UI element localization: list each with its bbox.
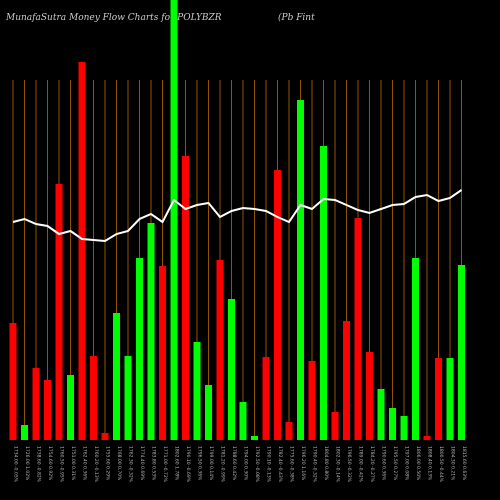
x-tick-label: 1754.60 0.92% [47, 446, 53, 481]
bar [136, 258, 143, 440]
x-tick-label: 1775.60 -0.38% [289, 446, 295, 483]
bar [458, 265, 465, 440]
bar [446, 358, 454, 440]
bar [32, 368, 40, 440]
x-tick-label: 1762.40 0.36% [82, 446, 88, 481]
x-tick-label: 1802.30 -0.14% [335, 446, 341, 483]
bar [285, 422, 293, 440]
x-tick-label: 1762.30 -0.32% [128, 446, 134, 483]
bar [216, 260, 224, 440]
bar [78, 62, 86, 440]
bar [297, 100, 304, 440]
x-tick-label: 1771.00 -0.72% [162, 446, 168, 483]
bar [113, 313, 120, 440]
bar [331, 412, 339, 440]
bar [389, 408, 396, 440]
x-tick-label: 1726.00 1.02% [24, 446, 30, 481]
x-tick-label: 1796.50 0.36% [197, 446, 203, 481]
chart-subtitle: (Pb Fint [278, 12, 315, 23]
bar [320, 146, 327, 440]
x-tick-label: 1804.80 0.80% [323, 446, 329, 481]
x-tick-label: 1808.40 0.13% [427, 446, 433, 481]
x-tick-label: 1738.60 -0.82% [36, 446, 42, 483]
money-flow-line [12, 189, 463, 243]
x-tick-label: 1815.60 0.63% [461, 446, 467, 481]
x-tick-label: 1768.00 0.70% [116, 446, 122, 481]
x-tick-label: 1790.60 0.36% [381, 446, 387, 481]
x-tick-label: 1792.50 -0.08% [254, 446, 260, 483]
x-tick-label: 1734.00 -0.05% [13, 446, 19, 483]
bar [239, 402, 247, 440]
x-tick-label: 1782.40 -0.43% [277, 446, 283, 483]
bar [423, 436, 431, 440]
x-tick-label: 1790.10 -0.13% [266, 446, 272, 483]
x-tick-label: 1794.00 0.30% [243, 446, 249, 481]
x-tick-label: 1781.20 -0.99% [220, 446, 226, 483]
bar [274, 170, 281, 440]
x-tick-label: 1760.50 -0.95% [59, 446, 65, 483]
bar [101, 433, 109, 440]
bar [228, 299, 235, 440]
x-tick-label: 1789.00 -0.42% [358, 446, 364, 483]
bar [400, 416, 408, 440]
bar [366, 352, 373, 440]
bar [412, 258, 419, 440]
x-tick-label: 1783.80 0.53% [151, 446, 157, 481]
bar [147, 223, 155, 440]
bar [262, 357, 270, 440]
x-tick-label: 1760.20 -0.13% [93, 446, 99, 483]
x-tick-label: 1755.60 0.29% [105, 446, 111, 481]
bar [377, 389, 385, 440]
bar [251, 436, 258, 440]
bar [55, 184, 63, 440]
x-tick-label: 1800.50 -0.44% [438, 446, 444, 483]
x-tick-label: 1795.50 0.27% [392, 446, 398, 481]
x-tick-label: 1802.60 1.78% [174, 446, 180, 481]
bar [193, 342, 201, 440]
x-tick-label: 1806.00 0.50% [415, 446, 421, 481]
x-tick-label: 1796.20 1.16% [300, 446, 306, 481]
bar [170, 0, 178, 440]
bar [124, 356, 132, 440]
chart-title: MunafaSutra Money Flow Charts for POLYBZ… [5, 13, 222, 23]
x-tick-label: 1788.60 0.42% [231, 446, 237, 481]
bar [44, 380, 51, 440]
x-tick-label: 1790.10 -0.69% [185, 446, 191, 483]
bar [9, 323, 17, 440]
x-tick-label: 1799.00 0.14% [208, 446, 214, 481]
bar [21, 425, 28, 440]
bar [182, 156, 189, 440]
bar [308, 361, 316, 440]
bar [343, 321, 350, 440]
bar [90, 356, 97, 440]
x-tick-label: 1751.00 0.31% [70, 446, 76, 481]
bar [67, 375, 74, 440]
x-tick-label: 1804.30 0.21% [450, 446, 456, 481]
x-tick-label: 1790.40 -0.32% [312, 446, 318, 483]
x-tick-label: 1774.40 0.69% [139, 446, 145, 481]
bar [159, 266, 166, 440]
x-tick-label: 1784.20 -0.27% [369, 446, 375, 483]
bar [435, 358, 442, 440]
bar [205, 385, 212, 440]
x-tick-label: 1796.50 -0.32% [346, 446, 352, 483]
bar [354, 218, 362, 440]
x-tick-label: 1797.00 0.08% [404, 446, 410, 481]
